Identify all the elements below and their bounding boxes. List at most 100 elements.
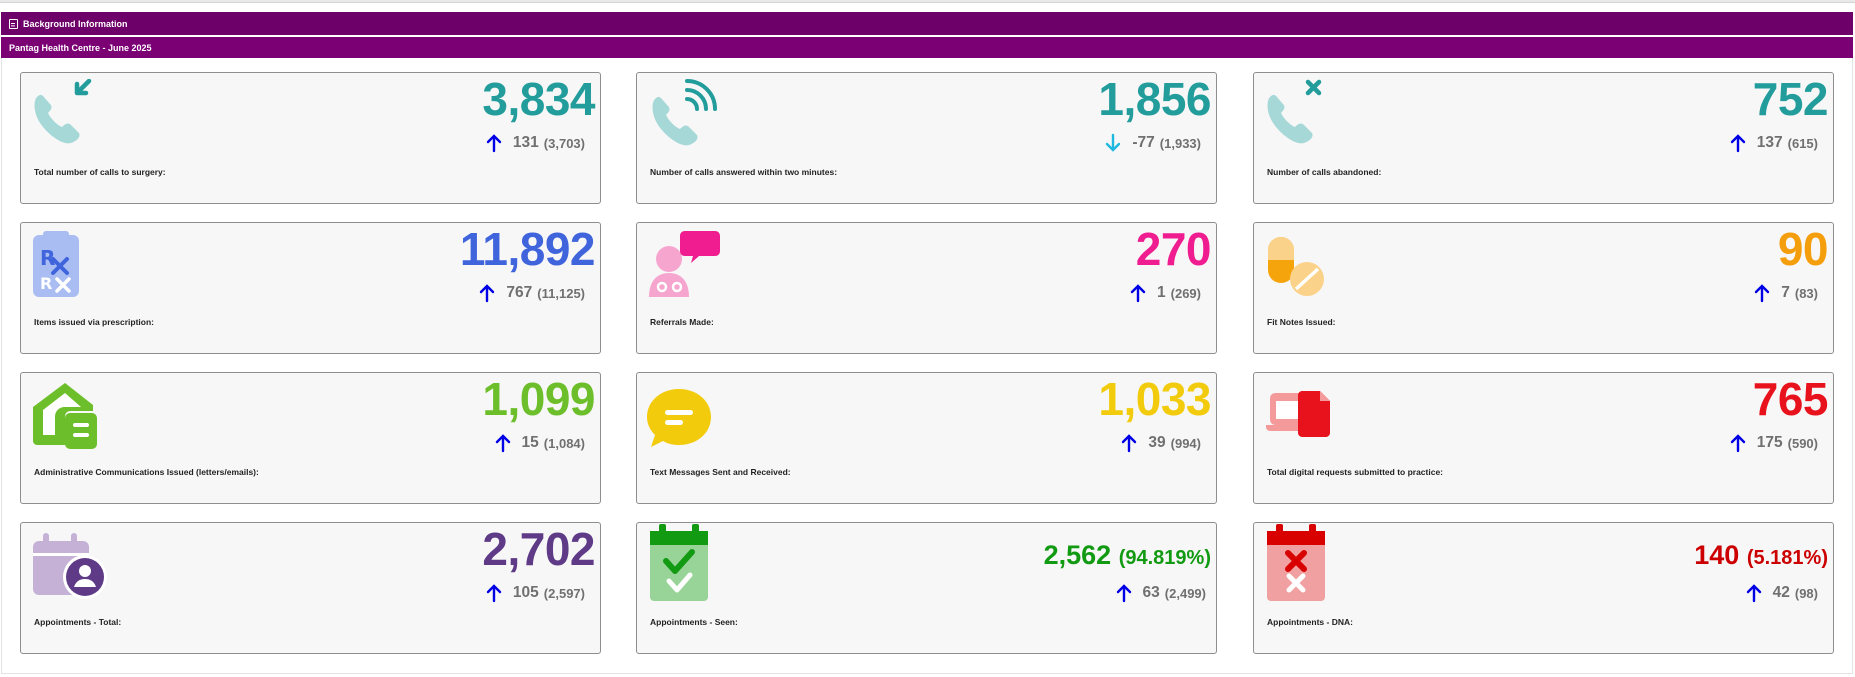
previous-value: (590): [1787, 435, 1818, 451]
practice-title: Pantag Health Centre - June 2025: [9, 42, 152, 53]
metric-change: -77 (1,933): [1102, 133, 1201, 153]
previous-value: (2,597): [543, 585, 585, 601]
metric-label: Total digital requests submitted to prac…: [1267, 467, 1444, 477]
arrow-up-icon: [486, 584, 502, 603]
digital-request-icon: [1264, 379, 1344, 451]
metric-change: 63 (2,499): [1113, 583, 1206, 603]
metric-change: 175 (590): [1727, 433, 1818, 453]
card-calls-abandoned: 752 137 (615) Number of calls abandoned:: [1253, 72, 1834, 204]
metric-value: 1,099: [482, 373, 595, 425]
previous-value: (615): [1787, 135, 1818, 151]
change-value: 42: [1772, 584, 1790, 601]
svg-text:R: R: [40, 246, 55, 270]
change-value: 105: [512, 584, 539, 601]
card-fit-notes: 90 7 (83) Fit Notes Issued:: [1253, 222, 1834, 354]
content-panel: [1, 58, 1853, 674]
change-value: 39: [1148, 434, 1166, 451]
value-number: 2,562: [1043, 540, 1112, 570]
metric-change: 15 (1,084): [492, 433, 585, 453]
arrow-up-icon: [495, 434, 510, 453]
metric-label: Number of calls answered within two minu…: [650, 167, 838, 177]
card-prescriptions: R R 11,892 767 (11,125) Items issued via…: [20, 222, 601, 354]
change-value: 131: [512, 134, 539, 151]
metric-label: Fit Notes Issued:: [1267, 317, 1336, 327]
practice-header: Pantag Health Centre - June 2025: [1, 37, 1853, 58]
change-value: 15: [521, 434, 539, 451]
metric-label: Text Messages Sent and Received:: [650, 467, 791, 477]
arrow-up-icon: [1116, 584, 1131, 603]
metric-value: 140 (5.181%): [1694, 539, 1828, 574]
change-value: -77: [1132, 134, 1155, 151]
card-calls-answered: 1,856 -77 (1,933) Number of calls answer…: [636, 72, 1217, 204]
doctor-chat-icon: [647, 229, 727, 301]
change-value: 137: [1756, 134, 1783, 151]
metric-value: 765: [1752, 373, 1829, 425]
section-header[interactable]: Background Information: [1, 12, 1853, 35]
previous-value: (994): [1170, 435, 1201, 451]
metric-change: 131 (3,703): [483, 133, 585, 153]
previous-value: (83): [1794, 285, 1818, 301]
metric-change: 137 (615): [1727, 133, 1818, 153]
section-title: Background Information: [23, 18, 128, 29]
previous-value: (98): [1794, 585, 1818, 601]
arrow-up-icon: [1130, 284, 1146, 303]
arrow-down-icon: [1106, 133, 1121, 152]
arrow-up-icon: [1746, 584, 1761, 603]
metric-change: 105 (2,597): [483, 583, 585, 603]
house-mail-icon: [31, 379, 111, 451]
previous-value: (3,703): [543, 135, 585, 151]
arrow-up-icon: [1122, 434, 1137, 453]
metric-change: 42 (98): [1743, 583, 1818, 603]
metric-label: Number of calls abandoned:: [1267, 167, 1382, 177]
previous-value: (1,084): [543, 435, 585, 451]
metric-label: Appointments - Total:: [34, 617, 122, 627]
metric-value: 2,702: [482, 524, 595, 574]
calendar-cross-icon: [1266, 523, 1346, 601]
value-percent: (5.181%): [1746, 547, 1828, 569]
metric-label: Items issued via prescription:: [34, 317, 154, 327]
metric-value: 90: [1777, 223, 1829, 275]
previous-value: (1,933): [1159, 135, 1201, 151]
calendar-user-icon: [31, 529, 111, 601]
metric-change: 7 (83): [1751, 283, 1818, 303]
value-percent: (94.819%): [1118, 547, 1211, 569]
arrow-up-icon: [480, 284, 495, 303]
calendar-check-icon: [649, 523, 729, 601]
metric-label: Administrative Communications Issued (le…: [34, 467, 259, 477]
metric-change: 39 (994): [1118, 433, 1201, 453]
arrow-up-icon: [1730, 434, 1745, 453]
value-number: 2,702: [482, 523, 595, 575]
metric-change: 1 (269): [1127, 283, 1201, 303]
card-text-messages: 1,033 39 (994) Text Messages Sent and Re…: [636, 372, 1217, 504]
card-total-calls: 3,834 131 (3,703) Total number of calls …: [20, 72, 601, 204]
metric-label: Appointments - DNA:: [1267, 617, 1353, 627]
metric-change: 767 (11,125): [476, 283, 585, 303]
metric-value: 752: [1752, 73, 1829, 125]
pills-icon: [1264, 229, 1344, 301]
card-digital-requests: 765 175 (590) Total digital requests sub…: [1253, 372, 1834, 504]
metric-label: Referrals Made:: [650, 317, 714, 327]
arrow-up-icon: [1755, 284, 1770, 303]
previous-value: (2,499): [1164, 585, 1206, 601]
card-appointments-total: 2,702 105 (2,597) Appointments - Total:: [20, 522, 601, 654]
document-icon: [9, 18, 18, 29]
change-value: 175: [1756, 434, 1783, 451]
arrow-up-icon: [486, 134, 502, 153]
card-admin-comms: 1,099 15 (1,084) Administrative Communic…: [20, 372, 601, 504]
card-appointments-dna: 140 (5.181%) 42 (98) Appointments - DNA:: [1253, 522, 1834, 654]
incoming-call-icon: [31, 79, 111, 151]
metric-label: Total number of calls to surgery:: [34, 167, 166, 177]
call-signal-icon: [647, 79, 727, 151]
metric-value: 3,834: [482, 73, 595, 125]
metric-value: 270: [1135, 223, 1212, 275]
value-number: 140: [1694, 540, 1740, 570]
metric-value: 11,892: [459, 223, 596, 275]
metric-value: 2,562 (94.819%): [1044, 539, 1211, 574]
card-referrals: 270 1 (269) Referrals Made:: [636, 222, 1217, 354]
previous-value: (11,125): [537, 285, 585, 301]
svg-text:R: R: [40, 274, 52, 293]
message-bubble-icon: [647, 379, 727, 451]
change-value: 7: [1781, 284, 1790, 301]
change-value: 63: [1142, 584, 1160, 601]
card-appointments-seen: 2,562 (94.819%) 63 (2,499) Appointments …: [636, 522, 1217, 654]
